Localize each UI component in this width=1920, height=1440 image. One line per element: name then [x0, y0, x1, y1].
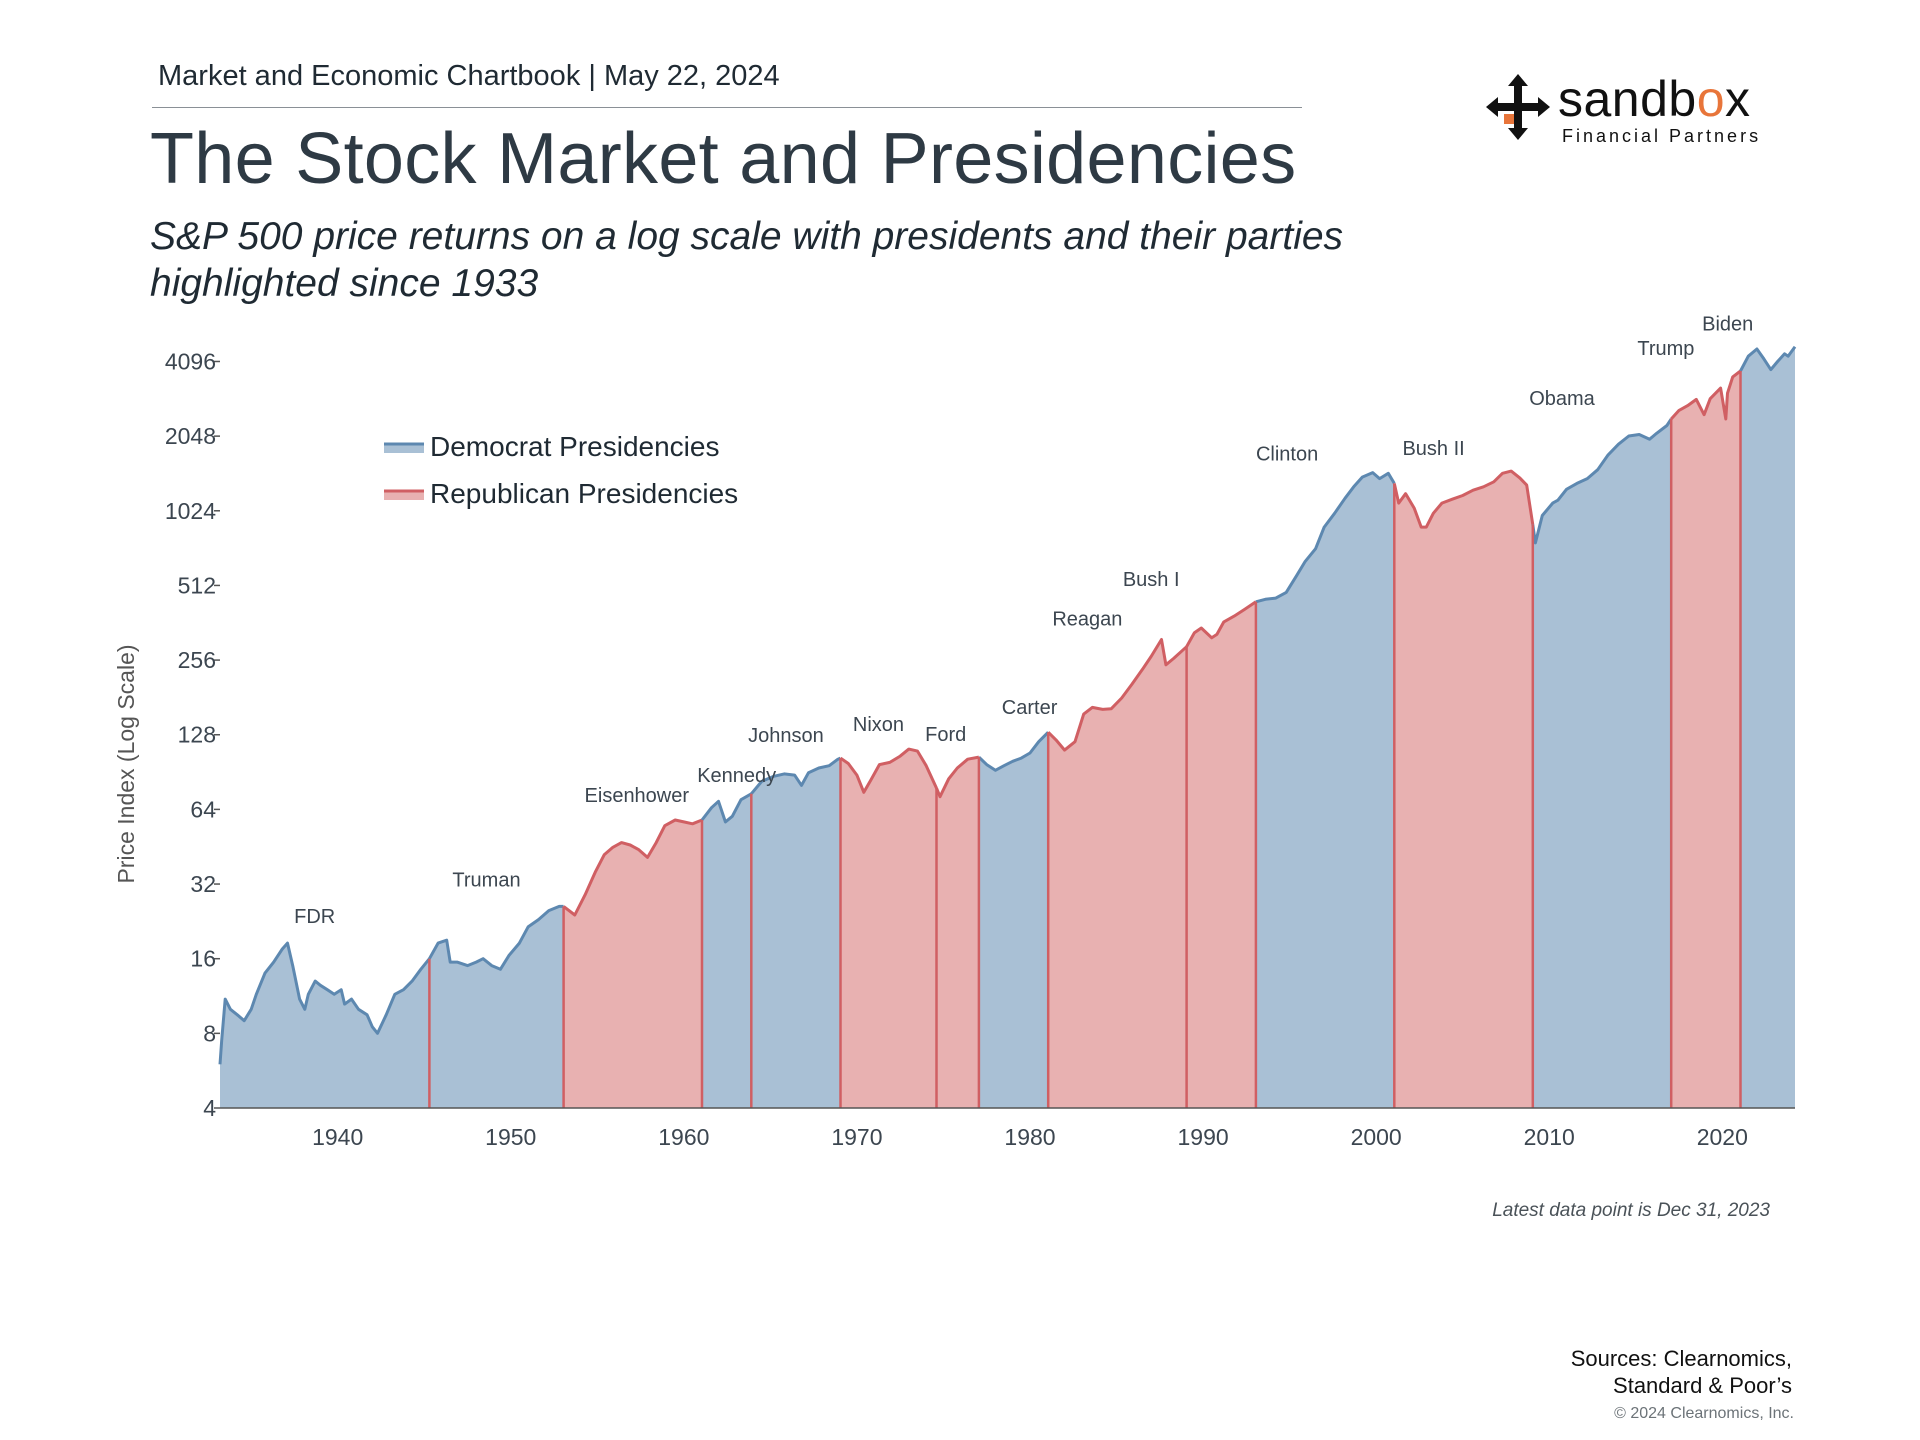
x-tick-label: 1960	[658, 1124, 709, 1150]
presidency-area-ford	[936, 757, 979, 1108]
chartbook-header: Market and Economic Chartbook | May 22, …	[158, 60, 780, 92]
x-tick-label: 2000	[1351, 1124, 1402, 1150]
presidency-area-nixon	[840, 749, 937, 1108]
y-axis-label: Price Index (Log Scale)	[113, 644, 139, 883]
logo-accent-letter: o	[1696, 71, 1726, 127]
president-label-obama: Obama	[1529, 388, 1595, 410]
legend-label-democrat: Democrat Presidencies	[430, 431, 719, 462]
chart-area: 4 8 16 32 64 128 256 512 1024 2048 4096 1940 1950 196…	[0, 290, 1920, 1250]
president-label-carter: Carter	[1002, 697, 1058, 719]
president-label-clinton: Clinton	[1256, 444, 1318, 466]
y-tick-label: 2048	[165, 423, 216, 449]
y-tick-label: 256	[178, 647, 216, 673]
price-line-nixon	[839, 747, 938, 794]
logo-tagline: Financial Partners	[1562, 126, 1762, 146]
price-line-ford	[935, 755, 980, 799]
y-tick-label: 4096	[165, 348, 216, 374]
x-tick-label: 2020	[1697, 1124, 1748, 1150]
president-label-truman: Truman	[452, 869, 520, 891]
y-tick-label: 8	[203, 1020, 216, 1046]
price-line-biden	[1739, 345, 1797, 372]
copyright-note: © 2024 Clearnomics, Inc.	[1614, 1405, 1794, 1422]
presidency-area-truman	[429, 906, 564, 1108]
president-label-bush-i: Bush I	[1123, 569, 1180, 591]
header-divider	[152, 107, 1302, 108]
president-label-reagan: Reagan	[1052, 609, 1122, 631]
price-line-reagan	[1047, 638, 1188, 752]
x-tick-label: 1980	[1004, 1124, 1055, 1150]
president-label-ford: Ford	[925, 724, 966, 746]
president-label-trump: Trump	[1637, 338, 1694, 360]
president-label-bush-ii: Bush II	[1402, 438, 1464, 460]
arrows-cross-icon	[1486, 74, 1550, 140]
latest-data-note: Latest data point is Dec 31, 2023	[1492, 1200, 1770, 1221]
price-line-fdr	[218, 941, 431, 1065]
president-label-johnson: Johnson	[748, 725, 824, 747]
president-label-eisenhower: Eisenhower	[585, 785, 690, 807]
legend-swatch-democrat	[384, 444, 424, 453]
price-line-bush-ii	[1392, 469, 1535, 529]
presidency-area-reagan	[1048, 639, 1187, 1108]
price-line-kennedy	[700, 792, 753, 824]
presidency-area-johnson	[751, 758, 841, 1108]
president-label-biden: Biden	[1702, 314, 1753, 336]
y-tick-label: 64	[190, 796, 216, 822]
president-label-fdr: FDR	[294, 906, 335, 928]
price-line-johnson	[750, 756, 842, 795]
price-line-eisenhower	[562, 818, 703, 917]
price-line-obama	[1531, 418, 1673, 545]
sandbox-logo: sandbox Financial Partners	[1486, 70, 1786, 160]
x-tick-label: 1970	[831, 1124, 882, 1150]
price-line-clinton	[1255, 471, 1396, 604]
y-tick-label: 1024	[165, 498, 216, 524]
x-tick-label: 2010	[1524, 1124, 1575, 1150]
presidency-area-trump	[1671, 371, 1741, 1108]
y-tick-label: 16	[190, 946, 216, 972]
y-tick-label: 128	[178, 722, 216, 748]
x-tick-label: 1990	[1177, 1124, 1228, 1150]
x-tick-label: 1940	[312, 1124, 363, 1150]
legend-swatch-republican	[384, 491, 424, 500]
presidency-area-bush-i	[1186, 601, 1256, 1108]
price-line-trump	[1670, 369, 1742, 421]
presidency-area-clinton	[1255, 472, 1395, 1109]
page-title: The Stock Market and Presidencies	[150, 119, 1297, 199]
y-tick-label: 512	[178, 572, 216, 598]
y-tick-label: 4	[203, 1095, 216, 1121]
presidency-area-bush-ii	[1394, 471, 1533, 1109]
x-tick-label: 1950	[485, 1124, 536, 1150]
presidency-area-biden	[1740, 346, 1795, 1108]
presidency-area-fdr	[220, 943, 430, 1108]
price-line-truman	[428, 904, 564, 971]
sources-note: Sources: Clearnomics, Standard & Poor’s	[1570, 1346, 1792, 1398]
y-tick-label: 32	[190, 871, 216, 897]
presidency-area-kennedy	[702, 793, 752, 1108]
presidency-area-carter	[978, 732, 1049, 1108]
presidency-area-eisenhower	[563, 820, 702, 1108]
price-chart: 4 8 16 32 64 128 256 512 1024 2048 4096 1940 1950 196…	[113, 314, 1797, 1150]
presidency-area-obama	[1532, 419, 1672, 1108]
legend-label-republican: Republican Presidencies	[430, 478, 738, 509]
page-subtitle: S&P 500 price returns on a log scale wit…	[150, 215, 1344, 305]
president-label-kennedy: Kennedy	[697, 765, 776, 787]
president-label-nixon: Nixon	[853, 714, 904, 736]
logo-wordmark: sandbox	[1558, 71, 1751, 127]
price-line-bush-i	[1185, 600, 1257, 648]
price-line-carter	[977, 731, 1050, 772]
